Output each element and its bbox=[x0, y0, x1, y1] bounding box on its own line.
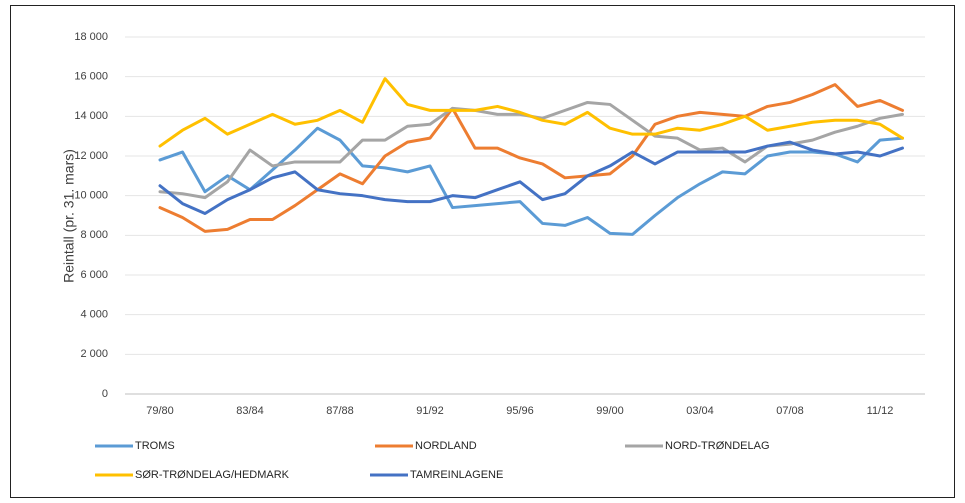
y-tick-label: 0 bbox=[102, 388, 108, 400]
y-tick-label: 10 000 bbox=[74, 190, 108, 202]
x-tick-label: 11/12 bbox=[867, 405, 894, 417]
y-axis-label: Reintall (pr. 31. mars) bbox=[61, 149, 77, 283]
y-tick-label: 14 000 bbox=[74, 110, 108, 122]
x-tick-label: 95/96 bbox=[506, 405, 534, 417]
y-tick-label: 18 000 bbox=[74, 31, 108, 43]
x-tick-label: 83/84 bbox=[236, 405, 264, 417]
x-tick-label: 99/00 bbox=[596, 405, 624, 417]
series-line bbox=[158, 140, 904, 216]
legend-label: SØR-TRØNDELAG/HEDMARK bbox=[135, 469, 290, 481]
series-line bbox=[158, 83, 904, 233]
legend-label: NORDLAND bbox=[415, 440, 477, 452]
x-tick-label: 79/80 bbox=[146, 405, 174, 417]
x-tick-label: 87/88 bbox=[326, 405, 354, 417]
y-tick-label: 4 000 bbox=[80, 309, 108, 321]
frame bbox=[10, 5, 955, 498]
x-tick-label: 03/04 bbox=[686, 405, 714, 417]
legend-label: TAMREINLAGENE bbox=[410, 469, 503, 481]
y-tick-label: 16 000 bbox=[74, 71, 108, 83]
legend-label: NORD-TRØNDELAG bbox=[665, 440, 770, 452]
x-tick-label: 07/08 bbox=[776, 405, 804, 417]
series-line bbox=[158, 126, 904, 236]
series-line bbox=[158, 77, 904, 148]
y-tick-label: 12 000 bbox=[74, 150, 108, 162]
legend-label: TROMS bbox=[135, 440, 175, 452]
x-tick-label: 91/92 bbox=[416, 405, 444, 417]
y-tick-label: 2 000 bbox=[80, 348, 108, 360]
y-tick-label: 6 000 bbox=[80, 269, 108, 281]
y-tick-label: 8 000 bbox=[80, 229, 108, 241]
